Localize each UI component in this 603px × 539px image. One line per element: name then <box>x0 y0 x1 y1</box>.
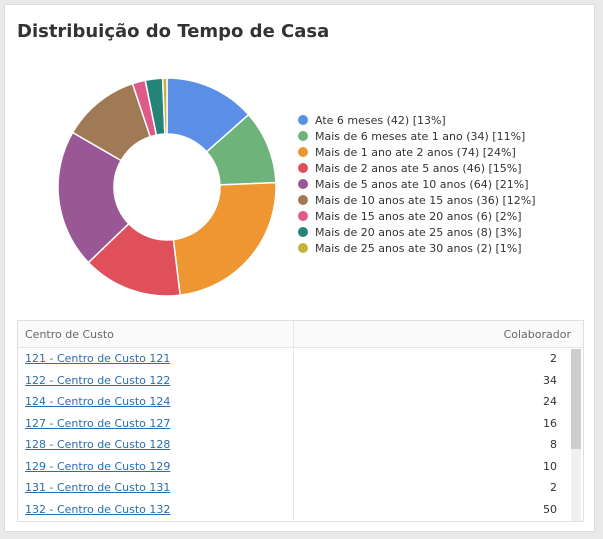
legend-marker <box>298 115 308 125</box>
cost-center-table: Centro de Custo Colaborador 121 - Centro… <box>17 320 584 522</box>
tenure-distribution-panel: Distribuição do Tempo de Casa Ate 6 mese… <box>4 4 595 532</box>
donut-slice[interactable] <box>57 131 130 264</box>
legend-label: Mais de 6 meses ate 1 ano (34) [11%] <box>315 129 526 143</box>
column-header-cost-center[interactable]: Centro de Custo <box>18 321 294 347</box>
legend-marker <box>298 227 308 237</box>
cost-center-cell: 121 - Centro de Custo 121 <box>18 348 294 370</box>
legend-label: Mais de 1 ano ate 2 anos (74) [24%] <box>315 145 516 159</box>
legend-item[interactable]: Ate 6 meses (42) [13%] <box>298 112 536 128</box>
donut-slice[interactable] <box>172 181 277 297</box>
cost-center-cell: 128 - Centro de Custo 128 <box>18 434 294 456</box>
cost-center-link[interactable]: 121 - Centro de Custo 121 <box>25 352 171 366</box>
employee-count-cell: 10 <box>543 459 557 473</box>
donut-chart <box>57 77 277 297</box>
cost-center-cell: 124 - Centro de Custo 124 <box>18 391 294 413</box>
employee-count-cell: 34 <box>543 373 557 387</box>
table-row: 124 - Centro de Custo 124 24 <box>18 391 583 413</box>
legend-marker <box>298 195 308 205</box>
legend-label: Mais de 20 anos ate 25 anos (8) [3%] <box>315 225 522 239</box>
legend-label: Mais de 15 anos ate 20 anos (6) [2%] <box>315 209 522 223</box>
cost-center-cell: 131 - Centro de Custo 131 <box>18 477 294 499</box>
legend-item[interactable]: Mais de 6 meses ate 1 ano (34) [11%] <box>298 128 536 144</box>
cost-center-link[interactable]: 127 - Centro de Custo 127 <box>25 416 171 430</box>
legend-marker <box>298 179 308 189</box>
legend-label: Mais de 5 anos ate 10 anos (64) [21%] <box>315 177 529 191</box>
cost-center-link[interactable]: 128 - Centro de Custo 128 <box>25 438 171 452</box>
employee-count-cell: 50 <box>543 502 557 516</box>
cost-center-cell: 129 - Centro de Custo 129 <box>18 455 294 477</box>
table-row: 132 - Centro de Custo 132 50 <box>18 498 583 520</box>
legend-marker <box>298 163 308 173</box>
cost-center-link[interactable]: 129 - Centro de Custo 129 <box>25 459 171 473</box>
legend-label: Ate 6 meses (42) [13%] <box>315 113 446 127</box>
legend-item[interactable]: Mais de 20 anos ate 25 anos (8) [3%] <box>298 224 536 240</box>
employee-count-cell: 16 <box>543 416 557 430</box>
cost-center-link[interactable]: 131 - Centro de Custo 131 <box>25 481 171 495</box>
legend-label: Mais de 10 anos ate 15 anos (36) [12%] <box>315 193 536 207</box>
cost-center-link[interactable]: 122 - Centro de Custo 122 <box>25 373 171 387</box>
legend-marker <box>298 131 308 141</box>
cost-center-cell: 122 - Centro de Custo 122 <box>18 369 294 391</box>
employee-count-cell: 8 <box>550 438 557 452</box>
cost-center-cell: 127 - Centro de Custo 127 <box>18 412 294 434</box>
cost-center-link[interactable]: 124 - Centro de Custo 124 <box>25 395 171 409</box>
legend-item[interactable]: Mais de 15 anos ate 20 anos (6) [2%] <box>298 208 536 224</box>
employee-count-cell: 24 <box>543 395 557 409</box>
legend-marker <box>298 243 308 253</box>
cost-center-cell: 132 - Centro de Custo 132 <box>18 498 294 520</box>
legend-marker <box>298 147 308 157</box>
table-scrollbar[interactable] <box>571 349 581 521</box>
legend-item[interactable]: Mais de 1 ano ate 2 anos (74) [24%] <box>298 144 536 160</box>
table-row: 131 - Centro de Custo 131 2 <box>18 477 583 499</box>
table-row: 129 - Centro de Custo 129 10 <box>18 455 583 477</box>
cost-center-link[interactable]: 132 - Centro de Custo 132 <box>25 502 171 516</box>
table-row: 122 - Centro de Custo 122 34 <box>18 369 583 391</box>
table-body: 121 - Centro de Custo 121 2 122 - Centro d… <box>18 348 583 520</box>
legend-item[interactable]: Mais de 5 anos ate 10 anos (64) [21%] <box>298 176 536 192</box>
table-header: Centro de Custo Colaborador <box>18 321 583 348</box>
legend-item[interactable]: Mais de 25 anos ate 30 anos (2) [1%] <box>298 240 536 256</box>
table-row: 128 - Centro de Custo 128 8 <box>18 434 583 456</box>
employee-count-cell: 2 <box>550 352 557 366</box>
legend-item[interactable]: Mais de 10 anos ate 15 anos (36) [12%] <box>298 192 536 208</box>
chart-legend: Ate 6 meses (42) [13%] Mais de 6 meses at… <box>298 112 536 256</box>
table-row: 121 - Centro de Custo 121 2 <box>18 348 583 370</box>
legend-label: Mais de 2 anos ate 5 anos (46) [15%] <box>315 161 522 175</box>
legend-label: Mais de 25 anos ate 30 anos (2) [1%] <box>315 241 522 255</box>
legend-marker <box>298 211 308 221</box>
column-header-employees[interactable]: Colaborador <box>503 327 571 341</box>
legend-item[interactable]: Mais de 2 anos ate 5 anos (46) [15%] <box>298 160 536 176</box>
donut-slice[interactable] <box>161 77 168 135</box>
employee-count-cell: 2 <box>550 481 557 495</box>
panel-title: Distribuição do Tempo de Casa <box>17 21 330 42</box>
table-row: 127 - Centro de Custo 127 16 <box>18 412 583 434</box>
table-scrollbar-thumb[interactable] <box>571 349 581 449</box>
